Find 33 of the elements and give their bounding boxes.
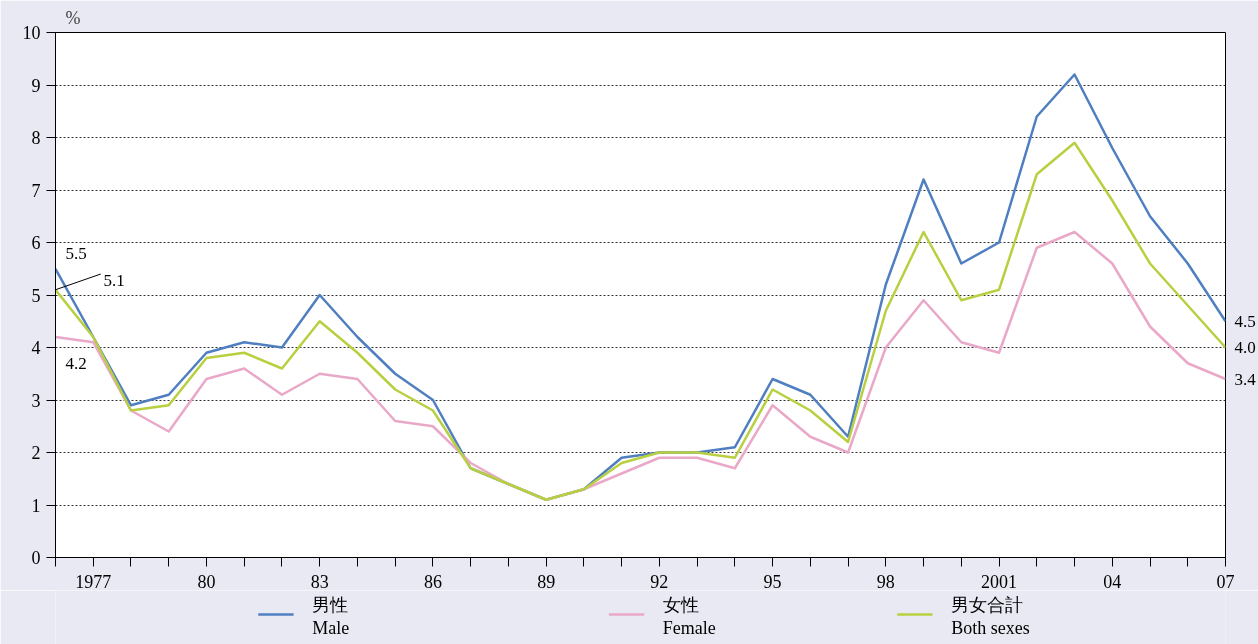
y-tick-label: 4 <box>31 338 41 358</box>
line-series <box>55 141 1226 501</box>
y-tick-label: 8 <box>31 128 41 148</box>
y-tick-label: 3 <box>31 390 41 411</box>
x-tick-label: 98 <box>876 571 895 592</box>
x-tick-label: 2001 <box>981 571 1018 592</box>
y-axis-title: % <box>65 7 81 28</box>
data-label: 4.0 <box>1234 338 1256 357</box>
legend-label: 男性 Male <box>312 594 350 638</box>
y-tick-label: 2 <box>31 443 41 463</box>
data-label: 5.1 <box>103 270 125 290</box>
data-label: 3.4 <box>1234 369 1257 389</box>
y-tick-label: 9 <box>31 75 41 96</box>
x-tick-label: 07 <box>1216 571 1235 592</box>
y-tick-label: 6 <box>31 233 41 253</box>
x-tick-label: 80 <box>197 571 216 592</box>
legend-label: 男女合計 Both sexes <box>951 594 1030 638</box>
x-tick-label: 04 <box>1103 571 1122 592</box>
x-tick-label: 89 <box>537 571 556 592</box>
x-tick-label: 1977 <box>75 571 112 592</box>
legend-label: 女性 Female <box>662 594 716 638</box>
y-tick-label: 10 <box>22 23 41 43</box>
data-label: 5.5 <box>65 243 87 263</box>
data-label: 4.2 <box>65 354 87 373</box>
y-tick-label: 7 <box>31 180 41 201</box>
y-tick-label: 1 <box>31 495 41 516</box>
x-tick-label: 83 <box>310 571 329 592</box>
y-tick-label: 0 <box>31 548 41 568</box>
x-tick-label: 95 <box>763 571 782 592</box>
y-tick-label: 5 <box>31 285 41 306</box>
x-tick-label: 86 <box>423 571 442 592</box>
data-label: 4.5 <box>1234 311 1256 331</box>
x-tick-label: 92 <box>650 571 669 592</box>
